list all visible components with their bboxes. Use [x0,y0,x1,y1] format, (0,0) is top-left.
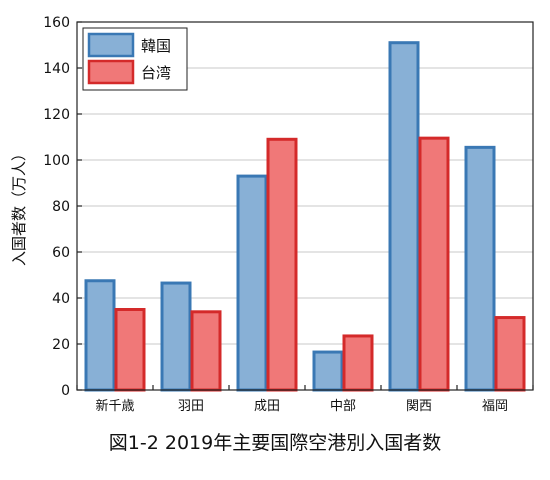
bar-韓国-福岡 [464,145,496,392]
bar-韓国-成田 [236,174,268,392]
x-tick-label: 関西 [406,399,432,414]
bar-韓国-関西 [388,41,420,392]
bar-台湾-羽田 [190,310,222,392]
y-tick-label: 20 [52,337,70,353]
y-tick-label: 40 [52,291,70,307]
bars [84,41,526,392]
y-tick-label: 100 [43,153,70,169]
bar-韓国-羽田 [160,281,192,392]
axes: 0 20 40 60 80 100 120 140 160 新千歳 羽田 成田 中部 関西 福岡 [43,15,534,414]
y-tick-label: 0 [61,383,70,399]
y-axis-label: 入国者数（万人） [10,146,28,266]
legend-swatch [87,59,135,85]
legend-label: 台湾 [141,64,171,82]
x-tick-label: 新千歳 [95,398,134,414]
figure-caption: 図1-2 2019年主要国際空港別入国者数 [108,432,442,454]
x-tick-label: 成田 [254,399,280,414]
bar-台湾-成田 [266,137,298,392]
bar-韓国-中部 [312,350,344,392]
y-tick-label: 80 [52,199,70,215]
y-tick-label: 140 [43,61,70,77]
bar-台湾-福岡 [494,316,526,392]
legend-swatch [87,32,135,58]
bar-台湾-中部 [342,334,374,392]
x-tick-label: 中部 [330,399,356,414]
y-tick-label: 60 [52,245,70,261]
bar-韓国-新千歳 [84,279,116,392]
legend-label: 韓国 [141,37,171,55]
x-tick-label: 福岡 [482,399,508,414]
bar-台湾-関西 [418,136,450,392]
bar-台湾-新千歳 [114,308,146,392]
y-tick-label: 120 [43,107,70,123]
y-tick-label: 160 [43,15,70,31]
x-tick-label: 羽田 [178,399,204,414]
